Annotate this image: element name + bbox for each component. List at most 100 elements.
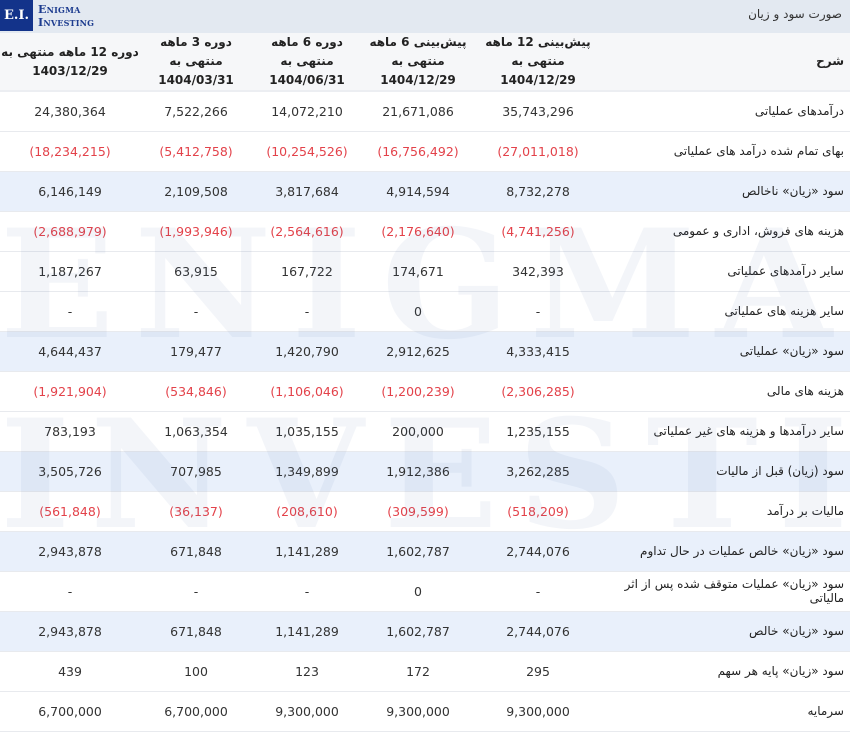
column-date: 1403/12/29 bbox=[32, 63, 108, 78]
row-label: سرمایه bbox=[807, 704, 844, 718]
table-cell: 1,420,790 bbox=[275, 343, 339, 359]
column-title: پیش‌بینی 6 ماهه منتهی به bbox=[369, 35, 467, 68]
table-cell: (1,200,239) bbox=[381, 383, 455, 399]
column-title: دوره 12 ماهه منتهی به bbox=[1, 44, 139, 59]
table-cell: 63,915 bbox=[174, 263, 218, 279]
column-title: پیش‌بینی 12 ماهه منتهی به bbox=[485, 35, 591, 68]
table-cell: (2,176,640) bbox=[381, 223, 455, 239]
column-title: دوره 6 ماهه منتهی به bbox=[271, 35, 343, 68]
table-cell: 1,349,899 bbox=[275, 463, 339, 479]
table-cell: 295 bbox=[526, 663, 550, 679]
table-row: سود «زیان» خالص 2,744,076 1,602,787 1,141,2… bbox=[0, 611, 850, 651]
row-label: بهای تمام شده درآمد های عملیاتی bbox=[673, 144, 844, 158]
table-cell: 0 bbox=[414, 303, 422, 319]
table-row: درآمدهای عملیاتی 35,743,296 21,671,086 14,0… bbox=[0, 91, 850, 131]
table-cell: (2,564,616) bbox=[270, 223, 344, 239]
column-header-forecast-6m[interactable]: پیش‌بینی 6 ماهه منتهی به 1404/12/29 bbox=[362, 33, 474, 92]
row-label: درآمدهای عملیاتی bbox=[754, 104, 844, 119]
table-cell: (1,993,946) bbox=[159, 223, 233, 239]
table-cell: (10,254,526) bbox=[266, 143, 348, 159]
table-cell: - bbox=[193, 303, 199, 319]
table-cell: 9,300,000 bbox=[386, 703, 450, 719]
table-cell: 174,671 bbox=[392, 263, 444, 279]
table-row: سرمایه 9,300,000 9,300,000 9,300,000 6,700,0… bbox=[0, 691, 850, 731]
column-header-period-12m[interactable]: دوره 12 ماهه منتهی به 1403/12/29 bbox=[0, 33, 140, 92]
table-cell: 3,817,684 bbox=[275, 183, 339, 199]
column-header-period-6m[interactable]: دوره 6 ماهه منتهی به 1404/06/31 bbox=[252, 33, 362, 92]
table-cell: (2,306,285) bbox=[501, 383, 575, 399]
enigma-investing-logo: E.I. Enigma Investing bbox=[0, 0, 94, 31]
income-statement-table: شرح پیش‌بینی 12 ماهه منتهی به 1404/12/29 … bbox=[0, 33, 850, 732]
column-header-period-3m[interactable]: دوره 3 ماهه منتهی به 1404/03/31 bbox=[140, 33, 252, 92]
table-cell: 439 bbox=[58, 663, 82, 679]
row-label: سود «زیان» پایه هر سهم bbox=[717, 664, 844, 678]
table-cell: - bbox=[304, 303, 310, 319]
table-cell: (561,848) bbox=[39, 503, 101, 519]
table-cell: (36,137) bbox=[169, 503, 223, 519]
row-label: سایر درآمدهای عملیاتی bbox=[727, 264, 844, 278]
table-cell: 1,141,289 bbox=[275, 623, 339, 639]
table-cell: (27,011,018) bbox=[497, 143, 579, 159]
table-cell: (1,921,904) bbox=[33, 383, 107, 399]
logo-line-2: Investing bbox=[38, 15, 95, 29]
table-cell: 1,141,289 bbox=[275, 543, 339, 559]
table-cell: (518,209) bbox=[507, 503, 569, 519]
table-cell: 4,914,594 bbox=[386, 183, 450, 199]
column-title: دوره 3 ماهه منتهی به bbox=[160, 35, 232, 68]
table-cell: 14,072,210 bbox=[271, 103, 343, 119]
row-label: مالیات بر درآمد bbox=[766, 504, 844, 518]
row-label: سود «زیان» خالص عملیات در حال تداوم bbox=[640, 544, 844, 558]
table-row: هزینه های فروش، اداری و عمومی (4,741,256)… bbox=[0, 211, 850, 251]
table-cell: 123 bbox=[295, 663, 319, 679]
table-cell: 8,732,278 bbox=[506, 183, 570, 199]
table-cell: 1,187,267 bbox=[38, 263, 102, 279]
table-cell: 707,985 bbox=[170, 463, 222, 479]
table-cell: 179,477 bbox=[170, 343, 222, 359]
table-header-row: شرح پیش‌بینی 12 ماهه منتهی به 1404/12/29 … bbox=[0, 33, 850, 92]
table-cell: 3,505,726 bbox=[38, 463, 102, 479]
table-cell: 6,700,000 bbox=[164, 703, 228, 719]
table-cell: (2,688,979) bbox=[33, 223, 107, 239]
row-label: هزینه های مالی bbox=[766, 384, 844, 398]
row-label: سود (زیان) قبل از مالیات bbox=[716, 464, 844, 478]
table-row: سود «زیان» عملیاتی 4,333,415 2,912,625 1,42… bbox=[0, 331, 850, 371]
column-header-forecast-12m[interactable]: پیش‌بینی 12 ماهه منتهی به 1404/12/29 bbox=[474, 33, 602, 92]
column-date: 1404/12/29 bbox=[500, 73, 576, 87]
table-cell: - bbox=[535, 303, 541, 319]
table-row: مالیات بر درآمد (518,209) (309,599) (208,61… bbox=[0, 491, 850, 531]
column-header-description: شرح bbox=[602, 33, 850, 92]
table-cell: 1,235,155 bbox=[506, 423, 570, 439]
table-cell: 100 bbox=[184, 663, 208, 679]
table-row: سایر درآمدهای عملیاتی 342,393 174,671 167,7… bbox=[0, 251, 850, 291]
table-cell: 783,193 bbox=[44, 423, 96, 439]
table-cell: 0 bbox=[414, 583, 422, 599]
table-cell: 1,035,155 bbox=[275, 423, 339, 439]
table-cell: 4,333,415 bbox=[506, 343, 570, 359]
row-label: سود «زیان» ناخالص bbox=[742, 184, 844, 198]
title-bar: E.I. Enigma Investing صورت سود و زیان bbox=[0, 0, 850, 33]
row-label: سود «زیان» خالص bbox=[749, 624, 844, 638]
table-cell: 35,743,296 bbox=[502, 103, 574, 119]
table-cell: - bbox=[193, 583, 199, 599]
table-row: هزینه های مالی (2,306,285) (1,200,239) (1,1… bbox=[0, 371, 850, 411]
table-cell: 2,109,508 bbox=[164, 183, 228, 199]
logo-mark: E.I. bbox=[0, 0, 33, 31]
logo-line-1: Enigma bbox=[38, 2, 81, 16]
table-cell: (1,106,046) bbox=[270, 383, 344, 399]
table-row: سود «زیان» پایه هر سهم 295 172 123 100 439 bbox=[0, 651, 850, 691]
table-row: سود «زیان» عملیات متوقف شده پس از اثر ما… bbox=[0, 571, 850, 611]
column-date: 1404/12/29 bbox=[380, 73, 456, 87]
table-cell: 172 bbox=[406, 663, 430, 679]
table-cell: - bbox=[304, 583, 310, 599]
table-cell: 1,602,787 bbox=[386, 623, 450, 639]
row-label: سایر درآمدها و هزینه های غیر عملیاتی bbox=[653, 424, 844, 438]
table-cell: 342,393 bbox=[512, 263, 564, 279]
table-cell: 671,848 bbox=[170, 543, 222, 559]
table-cell: 2,744,076 bbox=[506, 543, 570, 559]
table-cell: (16,756,492) bbox=[377, 143, 459, 159]
table-cell: (5,412,758) bbox=[159, 143, 233, 159]
table-cell: 1,602,787 bbox=[386, 543, 450, 559]
row-label: هزینه های فروش، اداری و عمومی bbox=[672, 224, 844, 238]
table-cell: 24,380,364 bbox=[34, 103, 106, 119]
table-cell: 2,912,625 bbox=[386, 343, 450, 359]
